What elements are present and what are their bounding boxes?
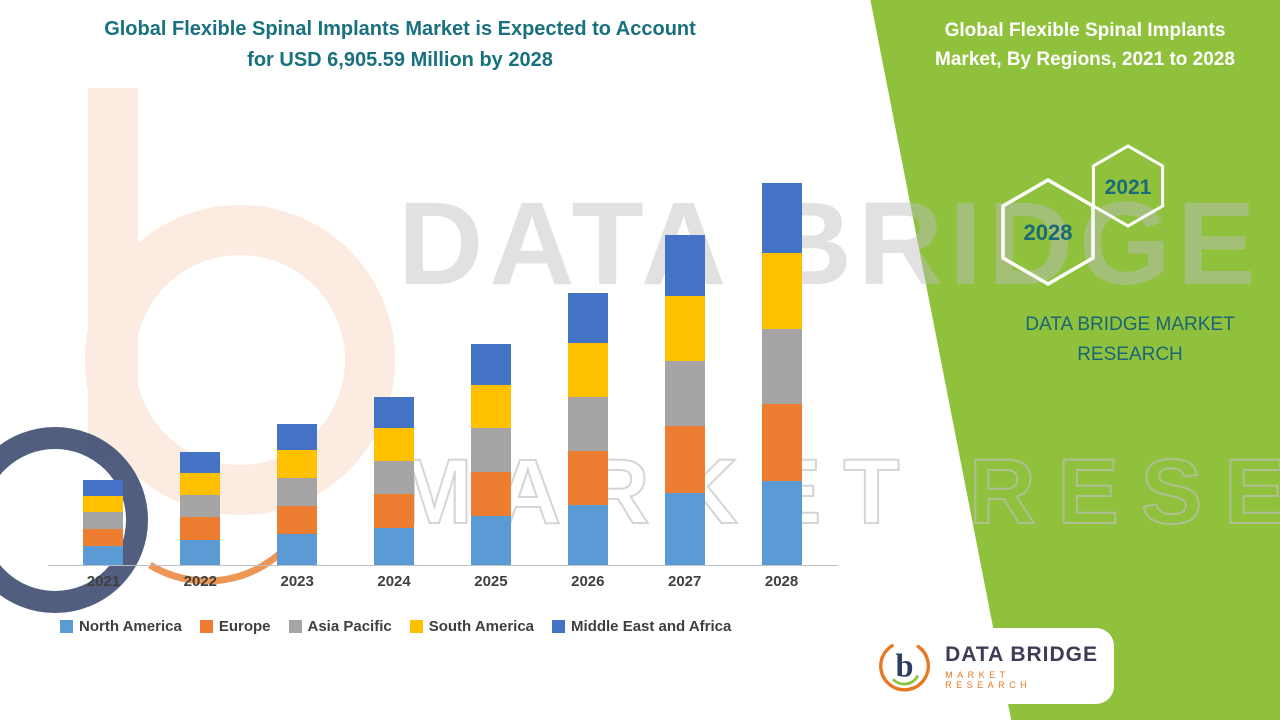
brand-logo-watermark-icon	[0, 88, 395, 613]
segment-asia-pacific-2023	[277, 477, 318, 506]
segment-north-america-2024	[374, 527, 415, 565]
legend-label: North America	[79, 618, 182, 635]
segment-south-america-2025	[470, 384, 511, 429]
bar-2022	[180, 451, 221, 565]
segment-south-america-2024	[374, 428, 415, 462]
bar-2024	[374, 396, 415, 565]
hexagon-2021-icon	[1091, 144, 1165, 228]
hexagon-2028-icon	[1001, 177, 1095, 287]
legend-item-south-america: South America	[409, 618, 535, 635]
segment-middle-east-and-africa-2026	[567, 292, 608, 344]
brand-name-side: DATA BRIDGE MARKET RESEARCH	[1000, 310, 1260, 370]
legend-label: Asia Pacific	[307, 618, 392, 635]
x-axis-label-2027: 2027	[668, 573, 702, 590]
segment-asia-pacific-2022	[180, 495, 221, 518]
footer-brand-name: DATA BRIDGE	[945, 642, 1099, 666]
segment-europe-2026	[567, 450, 608, 506]
segment-middle-east-and-africa-2021	[83, 479, 124, 496]
legend-item-north-america: North America	[60, 618, 182, 635]
segment-north-america-2028	[761, 480, 802, 565]
legend-item-middle-east-and-africa: Middle East and Africa	[552, 618, 731, 635]
segment-middle-east-and-africa-2028	[761, 183, 802, 254]
segment-asia-pacific-2021	[83, 512, 124, 530]
footer-logo-texts: DATA BRIDGE MARKET RESEARCH	[945, 643, 1100, 690]
watermark-text-line1: DATA BRIDGE	[398, 178, 1262, 310]
year-range-hexagons: 2021 2028	[1001, 144, 1165, 287]
segment-north-america-2025	[470, 516, 511, 565]
side-panel-title: Global Flexible Spinal Implants Market, …	[895, 16, 1275, 74]
legend-item-europe: Europe	[199, 618, 271, 635]
brand-name-line2: RESEARCH	[1077, 344, 1183, 365]
segment-middle-east-and-africa-2027	[664, 234, 705, 296]
footer-brand-subtitle: MARKET RESEARCH	[945, 669, 1032, 690]
segment-europe-2025	[470, 472, 511, 517]
segment-asia-pacific-2026	[567, 396, 608, 451]
x-axis-label-2026: 2026	[571, 573, 605, 590]
legend-item-asia-pacific: Asia Pacific	[288, 618, 392, 635]
legend-marker-icon	[409, 620, 423, 633]
bar-2025	[470, 344, 511, 565]
segment-south-america-2021	[83, 495, 124, 513]
bars	[55, 180, 830, 565]
segment-north-america-2021	[83, 546, 124, 565]
bar-2021	[83, 479, 124, 565]
segment-europe-2028	[761, 404, 802, 481]
segment-north-america-2023	[277, 534, 318, 565]
legend-label: Middle East and Africa	[571, 618, 732, 635]
bar-2028	[761, 183, 802, 565]
brand-name-line1: DATA BRIDGE MARKET	[1025, 314, 1235, 335]
footer-brand-logo-icon: b	[879, 640, 931, 692]
hexagon-2021-label: 2021	[1105, 176, 1152, 199]
hexagon-2028-label: 2028	[1024, 220, 1073, 245]
legend-label: Europe	[218, 618, 271, 635]
segment-asia-pacific-2025	[470, 428, 511, 473]
x-axis-label-2025: 2025	[474, 573, 508, 590]
segment-europe-2022	[180, 517, 221, 541]
svg-text:b: b	[896, 647, 914, 683]
bar-2027	[664, 234, 705, 565]
x-axis-label-2022: 2022	[183, 573, 217, 590]
segment-south-america-2023	[277, 450, 318, 478]
legend-label: South America	[428, 618, 535, 635]
side-panel-title-line1: Global Flexible Spinal Implants	[944, 20, 1226, 41]
page-title: Global Flexible Spinal Implants Market i…	[40, 14, 760, 76]
legend-marker-icon	[60, 620, 73, 633]
segment-middle-east-and-africa-2023	[277, 423, 318, 451]
legend-marker-icon	[552, 620, 566, 633]
bar-2026	[567, 292, 608, 565]
segment-south-america-2026	[567, 343, 608, 397]
segment-south-america-2022	[180, 472, 221, 496]
legend-marker-icon	[288, 620, 302, 633]
segment-asia-pacific-2027	[664, 360, 705, 427]
segment-north-america-2026	[567, 505, 608, 565]
bar-2023	[277, 423, 318, 565]
segment-asia-pacific-2024	[374, 461, 415, 495]
segment-north-america-2027	[664, 492, 705, 565]
x-axis-line	[48, 565, 838, 566]
segment-south-america-2027	[664, 295, 705, 361]
segment-europe-2021	[83, 529, 124, 547]
segment-middle-east-and-africa-2022	[180, 451, 221, 473]
segment-europe-2027	[664, 426, 705, 493]
chart-legend: North America Europe Asia Pacific South Ame…	[60, 618, 850, 635]
x-axis-label-2028: 2028	[764, 573, 799, 590]
segment-middle-east-and-africa-2024	[374, 396, 415, 429]
segment-middle-east-and-africa-2025	[470, 344, 511, 385]
x-axis-label-2021: 2021	[86, 573, 121, 590]
segment-europe-2024	[374, 494, 415, 528]
segment-asia-pacific-2028	[761, 328, 802, 405]
x-axis-labels: 2021 2022 2023 2024 2025 2026 2027 2028	[55, 573, 830, 590]
watermark-text-line2: MARKET RESEARCH	[395, 440, 1280, 544]
x-axis-label-2024: 2024	[377, 573, 411, 590]
page-title-line2: for USD 6,905.59 Million by 2028	[247, 49, 553, 71]
segment-south-america-2028	[761, 253, 802, 329]
footer-logo-box: b DATA BRIDGE MARKET RESEARCH	[862, 628, 1114, 704]
side-panel-title-line2: Market, By Regions, 2021 to 2028	[935, 49, 1235, 70]
page-title-line1: Global Flexible Spinal Implants Market i…	[104, 18, 696, 40]
x-axis-label-2023: 2023	[280, 573, 314, 590]
segment-europe-2023	[277, 505, 318, 534]
legend-marker-icon	[199, 620, 213, 633]
segment-north-america-2022	[180, 540, 221, 565]
